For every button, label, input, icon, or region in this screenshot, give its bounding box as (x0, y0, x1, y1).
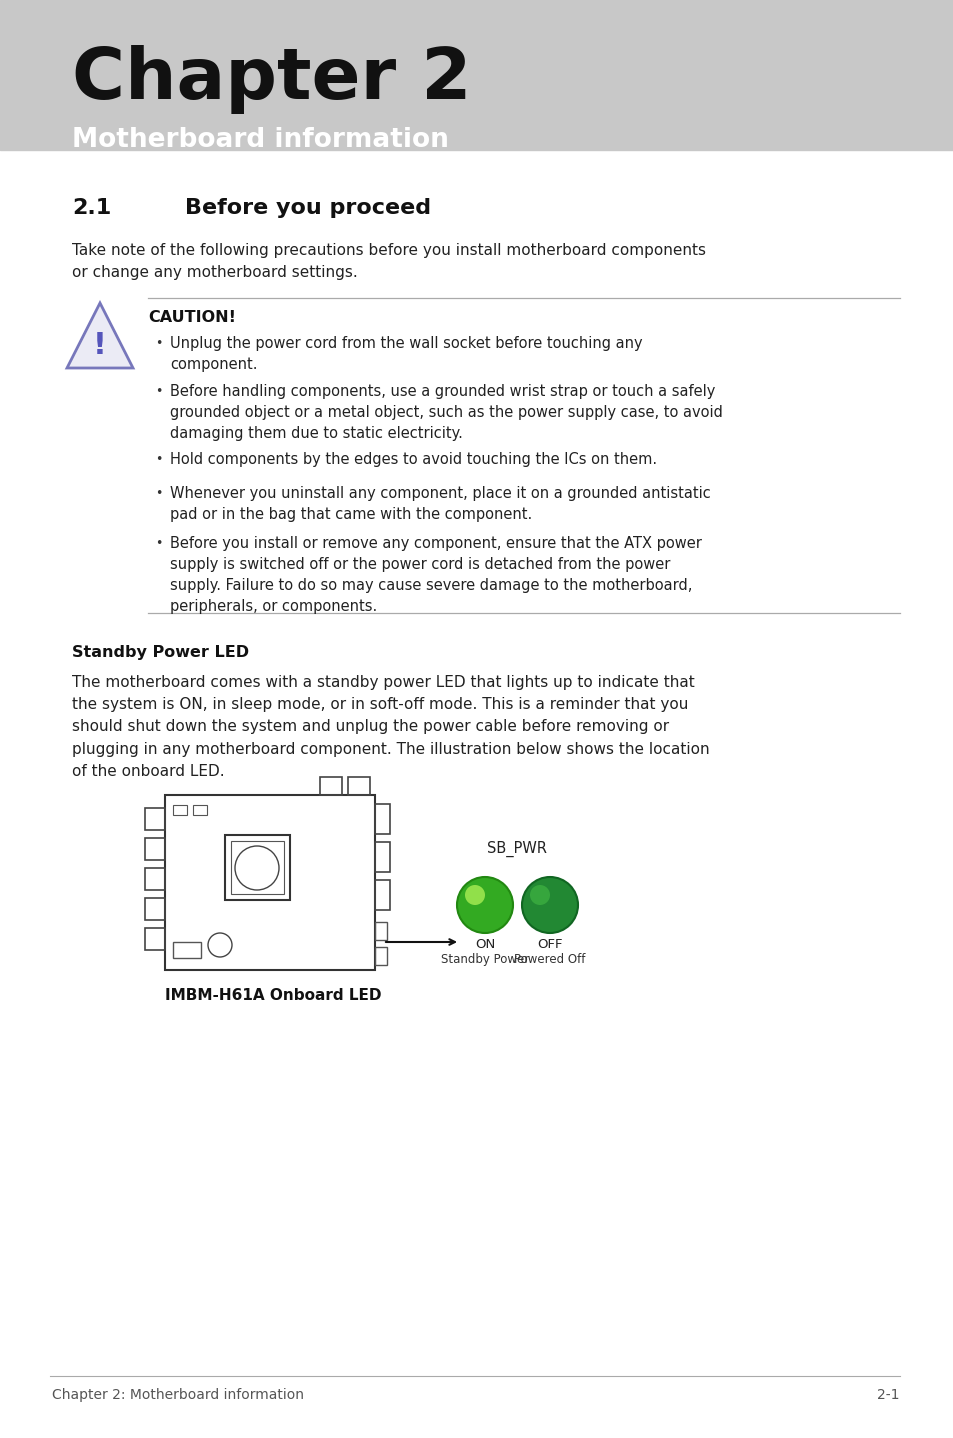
Text: CAUTION!: CAUTION! (148, 311, 235, 325)
Bar (165, 795, 375, 971)
Text: •: • (154, 385, 162, 398)
Text: Standby Power LED: Standby Power LED (71, 646, 249, 660)
Bar (145, 838, 165, 860)
Bar (145, 897, 165, 920)
Text: Standby Power: Standby Power (440, 953, 529, 966)
Bar (375, 948, 387, 965)
Text: The motherboard comes with a standby power LED that lights up to indicate that
t: The motherboard comes with a standby pow… (71, 674, 709, 779)
Circle shape (530, 884, 550, 905)
Bar (375, 880, 390, 910)
Bar (172, 942, 201, 958)
Bar (375, 804, 390, 834)
Text: Before handling components, use a grounded wrist strap or touch a safely
grounde: Before handling components, use a ground… (170, 384, 722, 441)
Text: IMBM-H61A Onboard LED: IMBM-H61A Onboard LED (165, 988, 381, 1002)
Text: 2-1: 2-1 (877, 1388, 899, 1402)
Polygon shape (67, 303, 132, 368)
Text: Before you proceed: Before you proceed (185, 198, 431, 219)
Text: ON: ON (475, 938, 495, 951)
Text: Unplug the power cord from the wall socket before touching any
component.: Unplug the power cord from the wall sock… (170, 336, 642, 372)
Bar (145, 869, 165, 890)
Bar (319, 777, 341, 795)
Text: Whenever you uninstall any component, place it on a grounded antistatic
pad or i: Whenever you uninstall any component, pl… (170, 486, 710, 522)
Circle shape (456, 877, 513, 933)
Text: Hold components by the edges to avoid touching the ICs on them.: Hold components by the edges to avoid to… (170, 452, 657, 467)
Text: •: • (154, 336, 162, 349)
Text: Chapter 2: Motherboard information: Chapter 2: Motherboard information (52, 1388, 304, 1402)
Text: OFF: OFF (537, 938, 562, 951)
Text: Chapter 2: Chapter 2 (71, 46, 471, 115)
Bar (145, 928, 165, 951)
Bar (231, 841, 284, 894)
Circle shape (464, 884, 484, 905)
Text: !: ! (93, 332, 107, 361)
Bar (375, 843, 390, 871)
Bar (225, 835, 290, 900)
Text: Take note of the following precautions before you install motherboard components: Take note of the following precautions b… (71, 243, 705, 280)
Bar (375, 922, 387, 940)
Text: •: • (154, 453, 162, 466)
Circle shape (521, 877, 578, 933)
Text: Before you install or remove any component, ensure that the ATX power
supply is : Before you install or remove any compone… (170, 536, 701, 614)
Bar (193, 805, 207, 815)
Bar (348, 777, 370, 795)
Text: •: • (154, 536, 162, 549)
Bar (0, 0, 953, 150)
Text: Motherboard information: Motherboard information (71, 127, 449, 152)
Bar (172, 805, 187, 815)
Text: SB_PWR: SB_PWR (487, 841, 547, 857)
Text: Powered Off: Powered Off (514, 953, 585, 966)
Text: •: • (154, 487, 162, 500)
Bar (145, 808, 165, 830)
Text: 2.1: 2.1 (71, 198, 112, 219)
